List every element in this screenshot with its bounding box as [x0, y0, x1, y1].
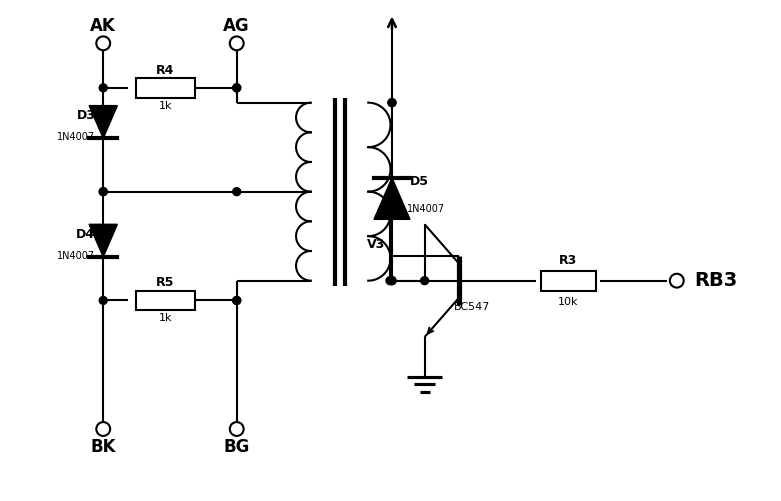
Text: D3: D3 — [77, 109, 95, 122]
Circle shape — [99, 188, 107, 195]
Bar — [541, 271, 596, 291]
Text: BG: BG — [223, 438, 250, 456]
Text: 1N4007: 1N4007 — [57, 251, 95, 261]
Circle shape — [233, 297, 241, 305]
Polygon shape — [89, 224, 117, 257]
Text: D5: D5 — [410, 175, 429, 188]
Text: 1k: 1k — [159, 101, 173, 111]
Circle shape — [388, 99, 396, 107]
Circle shape — [99, 188, 107, 195]
Text: 10k: 10k — [558, 298, 578, 308]
Text: RB3: RB3 — [694, 271, 738, 290]
Polygon shape — [89, 106, 117, 138]
Circle shape — [96, 37, 110, 50]
Bar — [136, 291, 195, 310]
Circle shape — [388, 188, 396, 195]
Text: AK: AK — [91, 17, 116, 35]
Circle shape — [233, 84, 241, 92]
Circle shape — [421, 277, 429, 285]
Text: BK: BK — [91, 438, 116, 456]
Circle shape — [233, 188, 241, 195]
Circle shape — [670, 274, 683, 288]
Circle shape — [230, 37, 244, 50]
Text: AG: AG — [223, 17, 250, 35]
Text: V3: V3 — [367, 237, 385, 250]
Text: 1N4007: 1N4007 — [57, 132, 95, 142]
Circle shape — [388, 277, 396, 285]
Bar — [136, 78, 195, 98]
Text: BC547: BC547 — [455, 303, 490, 312]
Circle shape — [233, 84, 241, 92]
Circle shape — [233, 297, 241, 305]
Text: D4: D4 — [77, 227, 95, 240]
Text: 1N4007: 1N4007 — [407, 204, 445, 214]
Text: 1k: 1k — [159, 313, 173, 323]
Text: R3: R3 — [559, 255, 577, 268]
Circle shape — [96, 422, 110, 436]
Circle shape — [230, 422, 244, 436]
Circle shape — [386, 277, 394, 285]
Circle shape — [388, 277, 396, 285]
Circle shape — [388, 99, 396, 107]
Text: R4: R4 — [156, 64, 175, 77]
Circle shape — [99, 84, 107, 92]
Circle shape — [99, 297, 107, 305]
Polygon shape — [374, 178, 410, 219]
Text: R5: R5 — [156, 276, 175, 289]
